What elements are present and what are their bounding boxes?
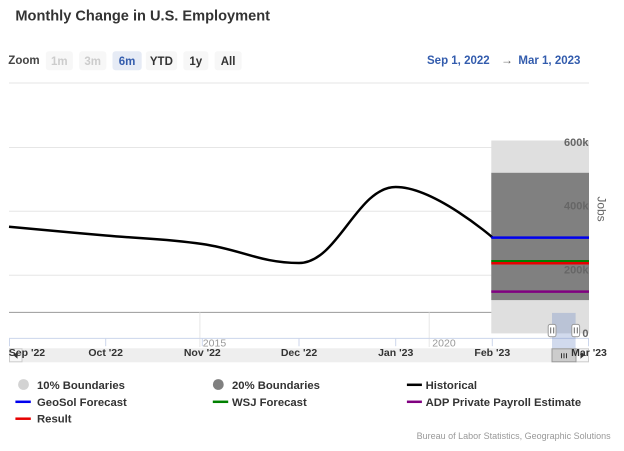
svg-text:6m: 6m [119,56,136,68]
svg-text:Mar '23: Mar '23 [571,347,607,359]
svg-text:Sep '22: Sep '22 [9,347,46,359]
svg-text:Historical: Historical [426,380,477,392]
svg-text:Jan '23: Jan '23 [378,347,413,359]
svg-text:YTD: YTD [150,56,173,68]
svg-text:600k: 600k [564,137,589,149]
svg-text:Monthly Change in U.S. Employm: Monthly Change in U.S. Employment [15,9,270,25]
svg-text:Feb '23: Feb '23 [474,347,510,359]
svg-text:Bureau of Labor Statistics, Ge: Bureau of Labor Statistics, Geographic S… [417,431,612,441]
svg-text:Result: Result [37,414,72,426]
svg-text:Jobs: Jobs [595,196,609,221]
svg-text:Sep 1, 2022: Sep 1, 2022 [427,55,490,67]
svg-text:2020: 2020 [432,337,456,349]
svg-text:200k: 200k [564,264,589,276]
svg-text:WSJ Forecast: WSJ Forecast [232,397,307,409]
svg-text:Mar 1, 2023: Mar 1, 2023 [518,55,580,67]
svg-text:ADP Private Payroll Estimate: ADP Private Payroll Estimate [426,397,582,409]
svg-text:All: All [221,56,236,68]
svg-text:3m: 3m [84,56,101,68]
svg-text:2015: 2015 [203,337,227,349]
svg-text:Nov '22: Nov '22 [184,347,221,359]
svg-text:0: 0 [582,328,588,340]
svg-text:400k: 400k [564,200,589,212]
svg-text:→: → [501,53,513,67]
svg-text:Dec '22: Dec '22 [281,347,318,359]
svg-text:20% Boundaries: 20% Boundaries [232,380,320,392]
svg-text:10% Boundaries: 10% Boundaries [37,380,125,392]
svg-text:1y: 1y [189,56,202,68]
svg-text:Oct '22: Oct '22 [88,347,123,359]
svg-text:GeoSol Forecast: GeoSol Forecast [37,397,127,409]
svg-text:Zoom: Zoom [8,55,39,67]
svg-text:1m: 1m [51,56,68,68]
